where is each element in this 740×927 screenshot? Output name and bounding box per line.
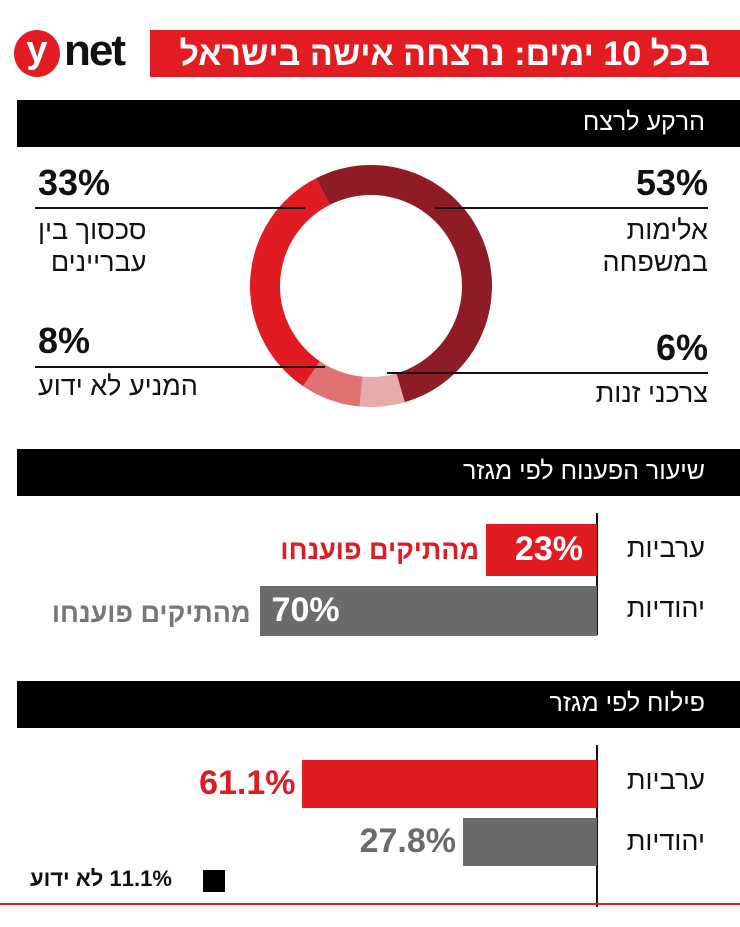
leader-line (35, 207, 305, 209)
label-line: אלימות (626, 215, 708, 245)
category-arab: ערביות (626, 533, 705, 563)
bar-value: 61.1% (199, 764, 296, 802)
donut-slice-2 (302, 361, 363, 407)
page-title: בכל 10 ימים: נרצחה אישה בישראל (179, 35, 710, 73)
slice-value-prostitution: 6% (655, 327, 708, 368)
ynet-logo: y (14, 30, 60, 77)
slice-label-criminals: סכסוך בין עבריינים (38, 214, 146, 278)
bar-value: 23% (514, 530, 583, 568)
slice-value-unknown: 8% (38, 320, 91, 361)
slice-label-prostitution: צרכני זנות (595, 378, 708, 408)
label-line: סכסוך בין (38, 215, 147, 245)
section-title: פילוח לפי מגזר (549, 689, 706, 717)
bar-value: 70% (271, 591, 340, 629)
slice-label-family: אלימות במשפחה (603, 214, 709, 278)
bar-arab-solve: 23% (486, 524, 597, 576)
section-header-motive: הרקע לרצח (17, 100, 740, 147)
bar-arab-share (302, 760, 597, 808)
label-line: עבריינים (50, 247, 147, 277)
slice-value-family: 53% (635, 162, 708, 203)
label-line: במשפחה (602, 247, 709, 277)
bar-note: מהתיקים פוענחו (280, 535, 480, 565)
category-jewish: יהודיות (626, 593, 705, 623)
section-header-breakdown: פילוח לפי מגזר (17, 681, 740, 728)
ynet-logo-text: net (64, 26, 126, 75)
legend-label: 11.1% לא ידוע (30, 866, 172, 891)
bar-jewish-share (463, 818, 597, 866)
leader-line (435, 207, 708, 209)
section-title: שיעור הפענוח לפי מגזר (463, 457, 705, 485)
title-bar: בכל 10 ימים: נרצחה אישה בישראל (150, 30, 740, 77)
leader-line (35, 366, 325, 368)
bar-jewish-solve: 70% (259, 586, 597, 636)
bottom-rule (0, 903, 740, 905)
section-title: הרקע לרצח (582, 108, 705, 136)
category-arab: ערביות (626, 765, 705, 795)
leader-line (387, 372, 708, 374)
donut-slice-1 (359, 373, 405, 407)
legend-swatch (203, 870, 225, 892)
donut-slice-0 (316, 164, 493, 403)
donut-slice-3 (249, 178, 330, 387)
slice-value-criminals: 33% (38, 162, 111, 203)
bar-note: מהתיקים פוענחו (51, 598, 251, 628)
donut-chart (249, 164, 493, 407)
category-jewish: יהודיות (626, 826, 705, 856)
bar-value: 27.8% (359, 822, 457, 860)
slice-label-unknown: המניע לא ידוע (38, 371, 198, 401)
section-header-solve-rate: שיעור הפענוח לפי מגזר (17, 449, 740, 496)
